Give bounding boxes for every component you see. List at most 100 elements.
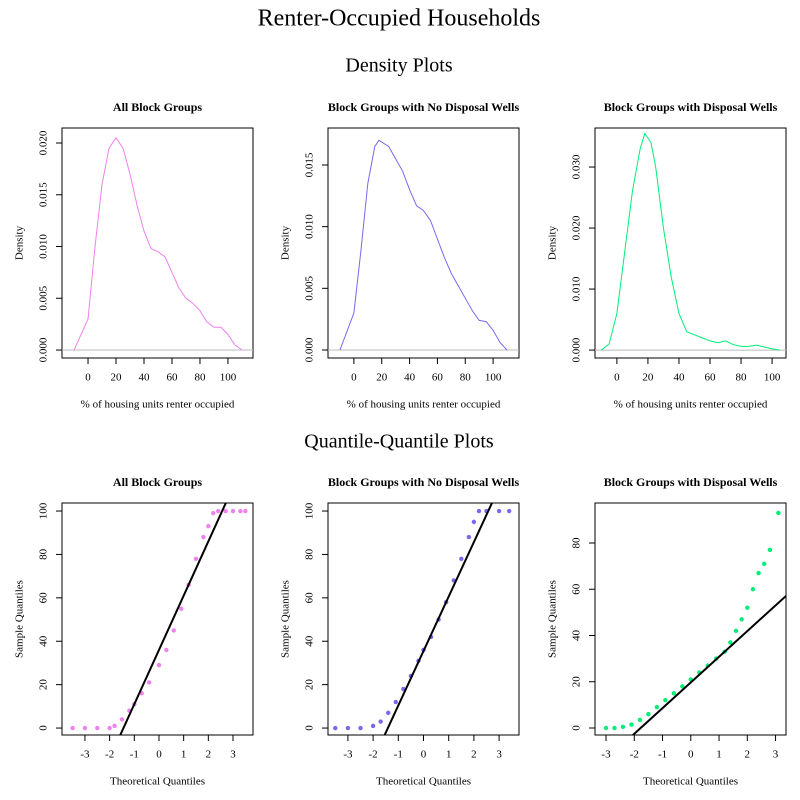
qq-point — [107, 725, 112, 731]
y-tick-label: 80 — [304, 548, 316, 560]
qq-point — [750, 587, 756, 592]
y-tick-label: 100 — [304, 502, 316, 519]
x-tick-label: -1 — [394, 749, 403, 761]
panel: All Block Groups Theoretical Quantiles Sam… — [14, 475, 254, 788]
x-tick-label: 2 — [471, 749, 477, 761]
qq-point — [378, 719, 383, 724]
x-tick-label: 20 — [376, 372, 388, 384]
x-tick-label: 20 — [642, 372, 654, 384]
y-tick-label: 20 — [571, 676, 583, 688]
qq-point — [728, 640, 733, 645]
y-axis-label: Density — [14, 225, 26, 260]
qq-point — [496, 508, 502, 514]
qq-point — [95, 725, 100, 731]
qq-point — [345, 725, 351, 731]
density-line — [601, 132, 780, 351]
x-tick-label: 80 — [736, 372, 748, 384]
qq-point — [243, 508, 248, 514]
qq-point — [178, 606, 184, 611]
qq-point — [612, 725, 617, 731]
x-tick-label: 0 — [614, 372, 620, 384]
qq-point — [671, 691, 677, 696]
x-tick-label: 0 — [85, 372, 91, 384]
qq-point — [471, 519, 477, 525]
qq-point — [506, 508, 512, 514]
qq-point — [466, 534, 472, 540]
qq-point — [82, 725, 88, 731]
panel-title: Block Groups with No Disposal Wells — [328, 100, 520, 114]
qq-point — [230, 508, 236, 514]
qq-point — [193, 556, 199, 561]
qq-point — [663, 698, 668, 703]
y-tick-label: 0.020 — [38, 130, 50, 155]
y-tick-label: 20 — [38, 679, 50, 691]
x-tick-label: 0 — [351, 372, 357, 384]
panel-title: All Block Groups — [113, 475, 202, 489]
qq-point — [70, 725, 75, 731]
x-axis-label: % of housing units renter occupied — [81, 399, 235, 411]
panel: All Block Groups % of housing units rente… — [14, 100, 254, 411]
x-tick-label: -1 — [658, 749, 667, 761]
y-tick-label: 80 — [38, 548, 50, 560]
plot-frame — [327, 502, 520, 736]
qq-point — [745, 605, 750, 610]
y-tick-label: 0.010 — [571, 276, 583, 301]
x-tick-label: 40 — [673, 372, 685, 384]
y-tick-label: 0.030 — [571, 154, 583, 179]
y-axis-label: Sample Quantiles — [14, 580, 26, 658]
y-tick-label: 0.000 — [304, 337, 316, 362]
x-tick-label: 3 — [773, 749, 779, 761]
plot-frame — [594, 127, 787, 359]
qq-point — [776, 510, 781, 516]
qq-point — [459, 556, 464, 561]
reference-line — [119, 503, 227, 735]
qq-point — [223, 508, 228, 514]
x-tick-label: -1 — [130, 749, 139, 761]
x-axis-label: % of housing units renter occupied — [347, 399, 501, 411]
y-tick-label: 40 — [38, 635, 50, 647]
x-axis-label: Theoretical Quantiles — [110, 776, 205, 788]
y-tick-label: 0.005 — [38, 285, 50, 310]
density-line — [339, 139, 508, 351]
x-tick-label: 60 — [166, 372, 178, 384]
y-tick-label: 0.005 — [304, 275, 316, 300]
plot-frame — [327, 127, 520, 359]
x-tick-label: 100 — [485, 372, 502, 384]
plot-area — [595, 132, 786, 351]
x-tick-label: 0 — [421, 749, 427, 761]
x-tick-label: -2 — [369, 749, 378, 761]
y-axis-label: Density — [547, 225, 559, 260]
plot-frame — [61, 502, 254, 736]
panel: Block Groups with Disposal Wells % of hou… — [547, 100, 787, 411]
x-axis-label: % of housing units renter occupied — [614, 399, 768, 411]
qq-point — [386, 710, 391, 716]
y-tick-label: 40 — [304, 635, 316, 647]
plot-area — [603, 510, 786, 735]
plot-frame — [594, 502, 787, 736]
x-axis-label: Theoretical Quantiles — [643, 776, 738, 788]
x-tick-label: -3 — [601, 749, 611, 761]
qq-point — [164, 647, 169, 653]
qq-point — [370, 723, 376, 729]
y-axis-label: Sample Quantiles — [280, 580, 292, 658]
section-title: Quantile-Quantile Plots — [304, 431, 494, 453]
y-tick-label: 20 — [304, 679, 316, 691]
y-tick-label: 0.020 — [571, 215, 583, 240]
x-tick-label: 100 — [220, 372, 237, 384]
panel-title: Block Groups with Disposal Wells — [604, 475, 778, 489]
density-line — [73, 136, 243, 351]
x-tick-label: -3 — [343, 749, 353, 761]
y-tick-label: 0.010 — [38, 234, 50, 259]
x-tick-label: 1 — [181, 749, 187, 761]
qq-point — [762, 561, 767, 567]
reference-line — [383, 503, 494, 735]
y-tick-label: 100 — [38, 502, 50, 519]
qq-point — [620, 724, 626, 730]
qq-point — [603, 725, 609, 731]
qq-point — [171, 628, 176, 633]
y-tick-label: 60 — [304, 592, 316, 604]
y-tick-label: 0 — [38, 725, 50, 731]
panel: Block Groups with Disposal Wells Theoreti… — [547, 475, 787, 788]
x-tick-label: -2 — [105, 749, 114, 761]
